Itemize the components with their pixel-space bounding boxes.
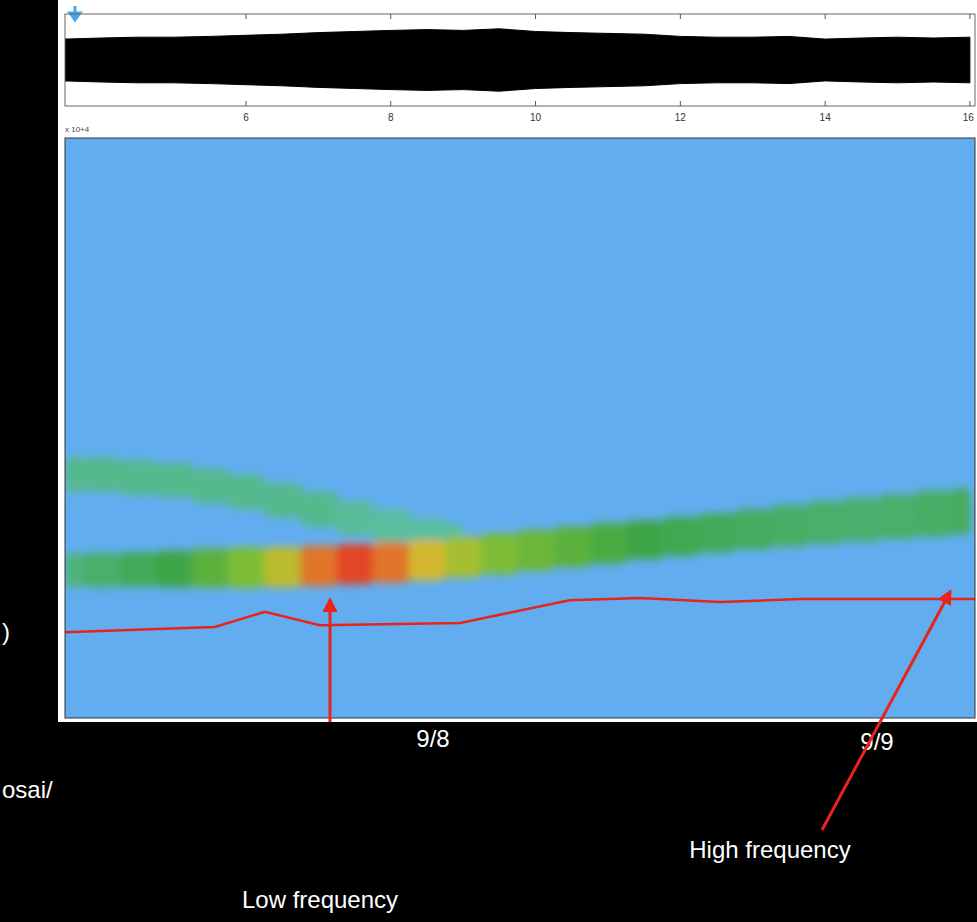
spectral-band-cell <box>409 540 446 581</box>
spectral-band-cell <box>156 550 193 587</box>
x-tick-label: 16 <box>963 112 975 123</box>
spectral-band-cell <box>119 460 156 495</box>
spectral-band-cell <box>843 498 880 542</box>
spectral-band-cell <box>735 509 772 550</box>
reference-line <box>65 598 975 632</box>
spectral-band-cell <box>481 534 518 575</box>
annotation: 9/8 <box>416 725 449 752</box>
spectral-band-cell <box>952 488 971 534</box>
icon-arrow <box>70 6 80 20</box>
x-tick <box>535 14 536 19</box>
spectral-band-cell <box>65 553 84 588</box>
x-tick-label: 10 <box>530 112 542 123</box>
spectral-band-cell <box>807 501 844 544</box>
x-tick <box>969 101 970 106</box>
spectral-band-cell <box>156 463 193 498</box>
annotation: osai/ <box>2 776 53 803</box>
spectral-band-cell <box>626 520 663 559</box>
spectral-band-cell <box>445 537 482 578</box>
spectral-band-cell <box>264 547 301 588</box>
spectrogram-background <box>65 138 975 718</box>
arrow-high <box>822 592 950 830</box>
spectral-band-cell <box>699 513 736 552</box>
annotation: High frequency <box>689 836 850 863</box>
spectral-band-cell <box>590 523 627 564</box>
x-tick <box>680 14 681 19</box>
spectral-band-cell <box>879 494 916 539</box>
spectral-band-cell <box>119 552 156 587</box>
spectrogram-frame <box>65 138 975 718</box>
spectral-band-cell <box>83 553 120 588</box>
scale-label: x 10+4 <box>65 125 90 134</box>
spectral-band-cell <box>373 542 410 583</box>
spectral-band-cell <box>518 530 555 571</box>
x-tick <box>825 101 826 106</box>
spectral-band-cell <box>192 549 229 588</box>
figure: 6810121416x 10+49/89/9Low frequencyHigh … <box>0 0 977 922</box>
x-tick-label: 12 <box>675 112 687 123</box>
spectral-band-cell <box>916 491 953 537</box>
x-tick-label: 14 <box>820 112 832 123</box>
spectral-band-cell <box>337 501 374 536</box>
waveform-frame <box>65 14 975 106</box>
x-tick-label: 8 <box>388 112 394 123</box>
x-tick <box>245 101 246 106</box>
panel-background <box>58 0 977 722</box>
spectral-band-cell <box>554 527 591 568</box>
spectral-band-cell <box>192 469 229 504</box>
spectral-band-cell <box>337 544 374 585</box>
band-group <box>65 457 971 588</box>
spectral-band-cell <box>264 483 301 518</box>
spectral-band-cell <box>228 548 265 589</box>
x-tick <box>969 14 970 19</box>
spectral-band-cell <box>300 492 337 527</box>
spectral-band-cell <box>771 505 808 547</box>
spectral-band-cell <box>83 457 120 492</box>
arrow-low <box>329 600 332 722</box>
x-tick <box>825 14 826 19</box>
waveform-group <box>65 29 970 91</box>
spectral-band-cell <box>65 457 84 492</box>
x-tick-label: 6 <box>243 112 249 123</box>
x-tick <box>535 101 536 106</box>
annotation: ) <box>2 618 10 645</box>
spectral-band-cell <box>228 474 265 509</box>
x-tick <box>680 101 681 106</box>
spectral-band-cell <box>662 517 699 556</box>
waveform-envelope <box>65 29 970 91</box>
spectral-band-cell <box>373 509 410 544</box>
x-tick <box>245 14 246 19</box>
x-tick <box>390 14 391 19</box>
spectral-band-cell <box>300 546 337 587</box>
x-tick <box>390 101 391 106</box>
spectrogram-group <box>65 457 975 632</box>
annotation: Low frequency <box>242 886 398 913</box>
